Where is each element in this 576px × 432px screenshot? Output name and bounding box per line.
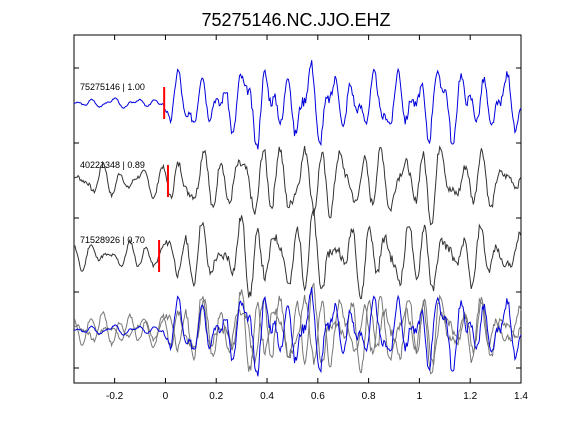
trace-label-2: 40221348 | 0.89 <box>80 160 145 170</box>
trace-label-1: 75275146 | 1.00 <box>80 82 145 92</box>
trace-group <box>73 60 522 377</box>
x-tick-label: 0 <box>163 391 169 402</box>
x-tick-label: 1.2 <box>463 391 477 402</box>
trace-label-3: 71528926 | 0.70 <box>80 235 145 245</box>
x-tick-label: 0.8 <box>362 391 376 402</box>
overlay-trace-2 <box>73 294 522 375</box>
plot-frame <box>73 34 522 384</box>
pick-markers <box>158 87 169 272</box>
overlay-trace-3 <box>73 281 522 374</box>
chart-title: 75275146.NC.JJO.EHZ <box>201 10 390 30</box>
trace-line-3 <box>73 207 522 300</box>
x-tick-label: 1.4 <box>514 391 528 402</box>
x-tick-label: 0.2 <box>209 391 223 402</box>
trace-labels: 75275146 | 1.00 40221348 | 0.89 71528926 |… <box>80 82 145 245</box>
x-tick-label: 0.4 <box>260 391 274 402</box>
x-tick-label: 0.6 <box>311 391 325 402</box>
y-axis-ticks <box>74 67 521 369</box>
trace-line-2 <box>73 145 522 226</box>
trace-line-1 <box>73 60 522 150</box>
x-axis-ticks: -0.2 0 0.2 0.4 0.6 0.8 1 1.2 1.4 <box>106 35 528 402</box>
x-tick-label: -0.2 <box>106 391 124 402</box>
x-tick-label: 1 <box>417 391 423 402</box>
overlay-trace-1 <box>73 287 522 377</box>
